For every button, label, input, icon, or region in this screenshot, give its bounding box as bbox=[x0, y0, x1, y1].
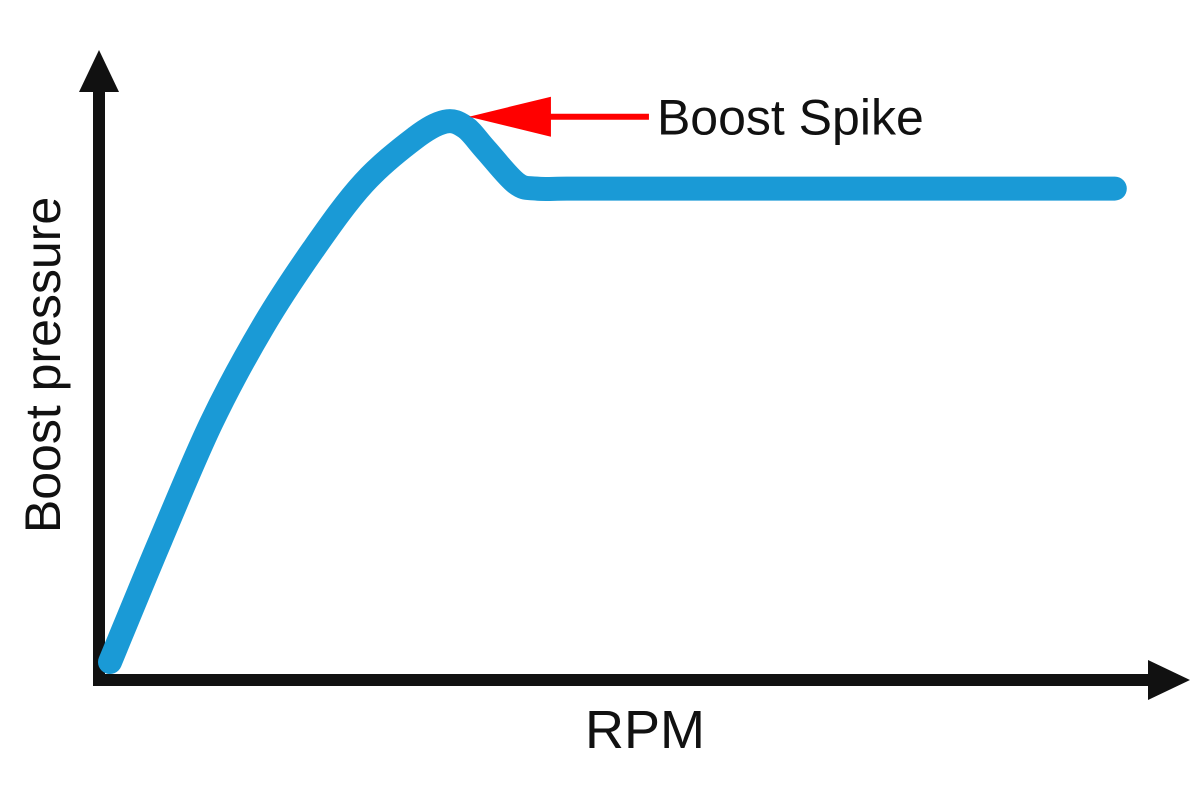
boost-spike-arrowhead bbox=[468, 96, 551, 137]
x-axis-arrowhead bbox=[1148, 660, 1190, 700]
axes bbox=[79, 50, 1190, 700]
y-axis-label: Boost pressure bbox=[15, 197, 71, 533]
x-axis-label: RPM bbox=[585, 700, 705, 760]
boost-spike-annotation: Boost Spike bbox=[468, 90, 924, 146]
series-line-boost bbox=[98, 109, 1127, 674]
y-axis-arrowhead bbox=[79, 50, 119, 92]
boost-spike-label: Boost Spike bbox=[657, 90, 924, 146]
